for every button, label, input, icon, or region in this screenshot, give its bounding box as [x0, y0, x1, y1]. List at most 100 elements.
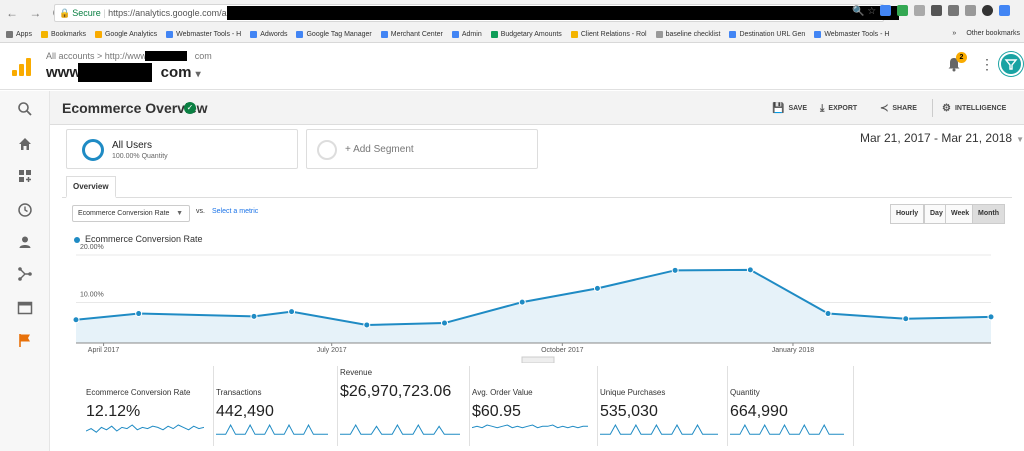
extension-icon[interactable] — [999, 5, 1010, 16]
home-icon[interactable] — [17, 136, 33, 152]
extension-icon[interactable] — [897, 5, 908, 16]
chart-resize-handle[interactable] — [521, 356, 555, 363]
scorecard-label: Ecommerce Conversion Rate — [86, 388, 191, 397]
bookmarks-overflow[interactable]: » Other bookmarks — [952, 30, 1020, 37]
scorecard-value: 442,490 — [216, 403, 274, 420]
scorecard[interactable]: Ecommerce Conversion Rate 12.12% — [86, 366, 214, 446]
bookmark-item[interactable]: Apps — [6, 30, 32, 38]
sparkline-path — [86, 424, 204, 433]
extension-icon[interactable] — [914, 5, 925, 16]
extension-icon[interactable] — [931, 5, 942, 16]
tab-overview[interactable]: Overview — [66, 176, 116, 198]
sparkline-path — [216, 424, 328, 435]
browser-nav-buttons[interactable]: ← → C — [6, 6, 66, 20]
intelligence-button[interactable]: ⚙ INTELLIGENCE — [942, 103, 1007, 114]
legend-dot — [74, 237, 80, 243]
save-button[interactable]: 💾 SAVE — [772, 103, 807, 114]
property-selector[interactable]: www. com ▾ — [46, 64, 201, 81]
data-point — [902, 315, 910, 323]
overflow-chevron-icon[interactable]: » — [952, 30, 957, 37]
sparkline-path — [340, 424, 460, 435]
bookmark-item[interactable]: Merchant Center — [380, 30, 443, 38]
scorecard[interactable]: Unique Purchases 535,030 — [600, 366, 728, 446]
bookmark-item[interactable]: Webmaster Tools - H — [166, 30, 242, 38]
sparkline — [472, 424, 588, 429]
interval-week-button[interactable]: Week — [945, 204, 976, 224]
export-button[interactable]: ⤓ EXPORT — [820, 103, 858, 114]
data-point — [441, 319, 449, 327]
interval-month-button[interactable]: Month — [972, 204, 1005, 224]
bookmark-icon — [655, 30, 663, 38]
secure-label: Secure — [72, 8, 101, 18]
sparkline — [730, 424, 844, 435]
funnel-icon — [1004, 59, 1018, 70]
scorecard-label: Quantity — [730, 388, 760, 397]
extension-icon[interactable] — [880, 5, 891, 16]
scorecard[interactable]: Revenue $26,970,723.06 — [340, 366, 470, 446]
bookmark-item[interactable]: baseline checklist — [655, 30, 720, 38]
sparkline — [86, 424, 204, 433]
scorecard[interactable]: Avg. Order Value $60.95 — [472, 366, 598, 446]
bookmark-item[interactable]: Budgetary Amounts — [490, 30, 562, 38]
vs-label: vs. — [196, 208, 205, 215]
url-text: https://analytics.google.com/analytics — [108, 8, 257, 18]
sparkline — [600, 424, 718, 435]
segment-ring-icon — [82, 139, 104, 161]
other-bookmarks-folder[interactable]: Other bookmarks — [966, 30, 1020, 37]
scorecard-label: Transactions — [216, 388, 262, 397]
more-options-icon[interactable]: ⋮ — [980, 56, 994, 72]
interval-hourly-button[interactable]: Hourly — [890, 204, 925, 224]
sparkline-path — [472, 424, 588, 429]
extension-icon[interactable] — [982, 5, 993, 16]
bookmark-item[interactable]: Bookmarks — [40, 30, 86, 38]
bookmark-item[interactable]: Admin — [451, 30, 482, 38]
bookmark-item[interactable]: Adwords — [250, 30, 288, 38]
bookmark-label: Admin — [461, 30, 482, 38]
select-metric-link[interactable]: Select a metric — [212, 208, 259, 215]
bookmark-icon — [729, 30, 737, 38]
share-button[interactable]: ≺ SHARE — [880, 103, 917, 114]
intelligence-icon: ⚙ — [942, 103, 951, 114]
scorecard-value: 12.12% — [86, 403, 141, 420]
dashboard-add-icon[interactable] — [17, 168, 33, 184]
bookmark-label: Apps — [16, 30, 32, 38]
bookmark-item[interactable]: Google Tag Manager — [296, 30, 372, 38]
extension-icon[interactable] — [965, 5, 976, 16]
x-tick-label: October 2017 — [541, 347, 584, 354]
scorecard[interactable]: Quantity 664,990 — [730, 366, 854, 446]
bookmark-item[interactable]: Client Relations - Rol — [570, 30, 647, 38]
data-point — [987, 313, 995, 321]
metric-dropdown[interactable]: Ecommerce Conversion Rate ▼ — [72, 205, 190, 222]
analytics-logo-icon[interactable] — [12, 58, 32, 76]
series-area — [76, 269, 991, 343]
date-range-picker[interactable]: Mar 21, 2017 - Mar 21, 2018 ▼ — [860, 131, 1024, 145]
browser-toolbar: ← → C 🔒 Secure | https://analytics.google… — [0, 0, 1024, 26]
address-bar[interactable]: 🔒 Secure | https://analytics.google.com/a… — [54, 4, 899, 22]
conversions-flag-icon[interactable] — [17, 332, 33, 348]
sparkline — [216, 424, 328, 435]
realtime-clock-icon[interactable] — [17, 202, 33, 218]
extension-icon[interactable] — [948, 5, 959, 16]
bookmark-item[interactable]: Google Analytics — [94, 30, 157, 38]
lock-icon: 🔒 — [59, 8, 71, 18]
filter-funnel-button[interactable] — [999, 52, 1023, 76]
audience-person-icon[interactable] — [17, 234, 33, 250]
search-icon[interactable] — [17, 101, 33, 117]
bookmark-item[interactable]: Destination URL Gen — [729, 30, 805, 38]
x-tick-label: January 2018 — [772, 347, 815, 354]
redaction-bar — [227, 6, 899, 20]
add-segment-button[interactable]: + Add Segment — [306, 129, 538, 169]
bookmark-star-icon[interactable]: 🔍 ☆ — [852, 6, 877, 17]
y-tick-label: 10.00% — [80, 292, 104, 299]
scorecard-label: Revenue — [340, 368, 373, 377]
behavior-icon[interactable] — [17, 300, 33, 316]
bookmark-item[interactable]: Webmaster Tools - H — [814, 30, 889, 38]
scorecard[interactable]: Transactions 442,490 — [216, 366, 338, 446]
bookmark-label: Adwords — [260, 30, 288, 38]
scorecard-value: $26,970,723.06 — [340, 383, 452, 400]
segment-all-users[interactable]: All Users 100.00% Quantity — [66, 129, 298, 169]
acquisition-icon[interactable] — [17, 266, 33, 282]
report-content: Ecommerce Overview ✓ 💾 SAVE ⤓ EXPORT ≺ SHAR… — [50, 91, 1024, 451]
bookmark-label: Webmaster Tools - H — [176, 30, 242, 38]
account-breadcrumb[interactable]: All accounts > http://www. com — [46, 51, 212, 61]
